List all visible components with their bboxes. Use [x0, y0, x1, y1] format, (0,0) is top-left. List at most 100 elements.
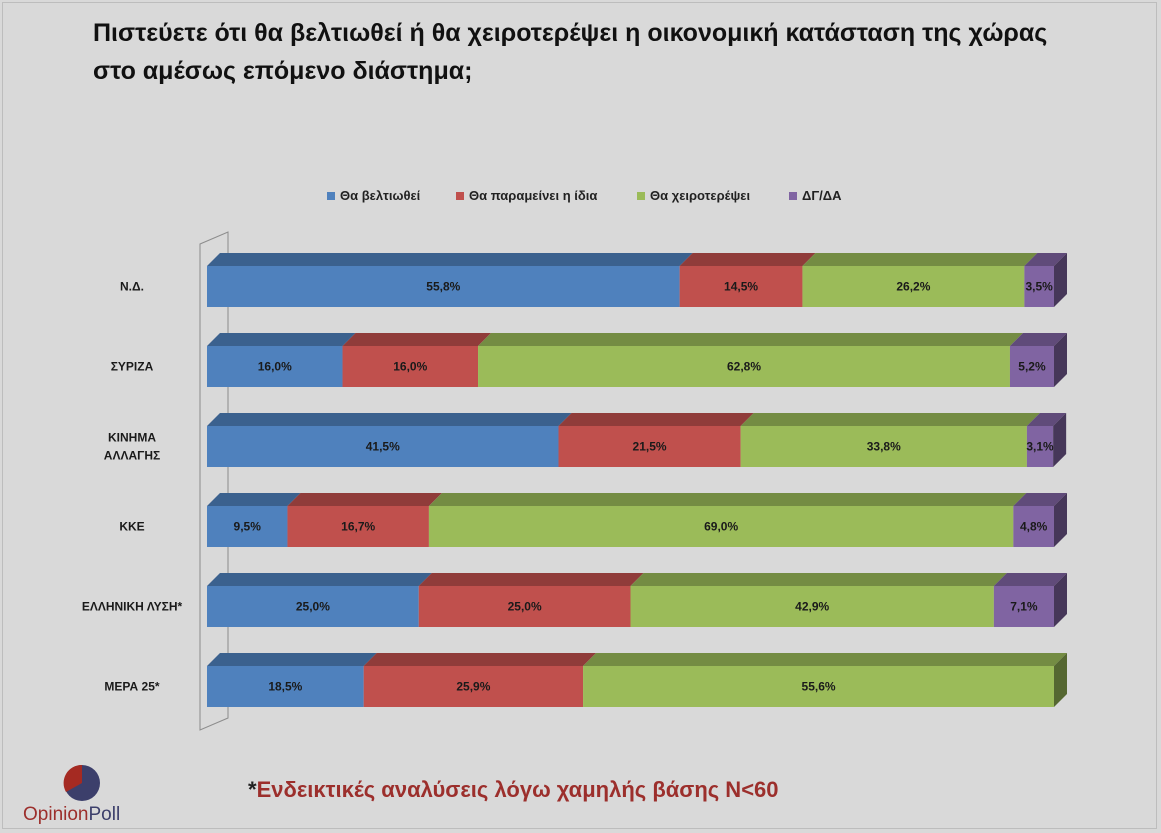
legend-label-dk: ΔΓ/ΔΑ [802, 188, 842, 203]
legend-swatch-dk [789, 191, 797, 200]
category-label-4: ΕΛΛΗΝΙΚΗ ΛΥΣΗ* [82, 600, 183, 614]
data-label-1-1: 16,0% [393, 360, 427, 374]
bar-segment-4-1 [418, 586, 631, 627]
data-label-2-1: 21,5% [633, 440, 667, 454]
bar-top-4-3 [993, 573, 1067, 586]
data-label-5-1: 25,9% [456, 680, 490, 694]
category-label-5: ΜΕΡΑ 25* [104, 680, 159, 694]
data-label-0-3: 3,5% [1025, 280, 1053, 294]
data-label-0-0: 55,8% [426, 280, 460, 294]
bar-top-3-3 [1013, 493, 1067, 506]
bar-top-3-0 [207, 493, 301, 506]
bar-side-4 [1054, 573, 1067, 627]
data-label-3-3: 4,8% [1020, 520, 1048, 534]
bar-segment-0-0 [207, 266, 680, 307]
bar-segment-3-3 [1013, 506, 1054, 547]
bar-segment-0-2 [802, 266, 1025, 307]
data-label-1-3: 5,2% [1018, 360, 1046, 374]
bar-side-1 [1054, 333, 1067, 387]
category-label-2-line-0: ΚΙΝΗΜΑ [108, 431, 156, 445]
bar-segment-1-1 [342, 346, 479, 387]
bar-segment-2-3 [1026, 426, 1054, 467]
category-label-0: Ν.Δ. [120, 280, 144, 294]
legend-label-same: Θα παραμείνει η ίδια [469, 188, 598, 203]
bar-top-0-2 [802, 253, 1038, 266]
legend-item-worse: Θα χειροτερέψει [637, 188, 750, 203]
bar-top-4-1 [418, 573, 644, 586]
category-label-1: ΣΥΡΙΖΑ [111, 360, 154, 374]
data-label-1-2: 62,8% [727, 360, 761, 374]
bar-top-1-1 [342, 333, 492, 346]
bar-top-3-2 [428, 493, 1027, 506]
bar-top-3-1 [287, 493, 442, 506]
bar-top-2-2 [740, 413, 1040, 426]
bar-top-1-0 [207, 333, 356, 346]
data-label-5-0: 18,5% [268, 680, 302, 694]
bar-top-2-3 [1026, 413, 1067, 426]
bar-segment-3-2 [428, 506, 1014, 547]
bar-top-2-0 [207, 413, 572, 426]
footnote-text: Ενδεικτικές αναλύσεις λόγω χαμηλής βάσης… [256, 777, 779, 802]
chart-title: Πιστεύετε ότι θα βελτιωθεί ή θα χειροτερ… [93, 19, 1048, 85]
legend-swatch-same [456, 191, 464, 200]
data-label-3-0: 9,5% [234, 520, 262, 534]
bar-side-0 [1054, 253, 1067, 307]
bar-top-1-2 [478, 333, 1023, 346]
data-label-4-1: 25,0% [508, 600, 542, 614]
logo-text: OpinionPoll [23, 804, 120, 826]
data-label-1-0: 16,0% [258, 360, 292, 374]
opinionpoll-logo: OpinionPoll [20, 760, 150, 830]
data-label-2-0: 41,5% [366, 440, 400, 454]
footnote: *Ενδεικτικές αναλύσεις λόγω χαμηλής βάση… [248, 777, 779, 803]
bar-segment-4-0 [207, 586, 419, 627]
bar-top-0-1 [679, 253, 816, 266]
bar-segment-5-1 [363, 666, 584, 707]
bar-top-5-0 [207, 653, 377, 666]
category-label-2-line-1: ΑΛΛΑΓΗΣ [104, 449, 160, 463]
legend-label-worse: Θα χειροτερέψει [650, 188, 751, 203]
bar-segment-1-2 [478, 346, 1010, 387]
data-label-0-2: 26,2% [896, 280, 930, 294]
logo-word-poll: Poll [88, 804, 121, 825]
data-label-4-0: 25,0% [296, 600, 330, 614]
data-label-3-2: 69,0% [704, 520, 738, 534]
data-label-4-2: 42,9% [795, 600, 829, 614]
legend-swatch-improve [327, 191, 335, 200]
bar-segment-0-1 [679, 266, 803, 307]
bar-side-2 [1053, 413, 1067, 467]
chart-legend: Θα βελτιωθεί Θα παραμείνει η ίδια Θα χει… [0, 188, 1161, 206]
bar-segment-2-2 [740, 426, 1027, 467]
legend-item-dk: ΔΓ/ΔΑ [789, 188, 842, 203]
bar-segment-3-1 [287, 506, 429, 547]
bar-top-2-1 [558, 413, 754, 426]
bar-segment-5-2 [583, 666, 1054, 707]
data-label-0-1: 14,5% [724, 280, 758, 294]
bar-top-0-0 [207, 253, 693, 266]
footnote-star: * [248, 777, 257, 802]
bar-top-4-2 [630, 573, 1007, 586]
bar-top-5-1 [363, 653, 597, 666]
legend-swatch-worse [637, 191, 645, 200]
legend-item-same: Θα παραμείνει η ίδια [456, 188, 597, 203]
bar-top-1-3 [1009, 333, 1067, 346]
bar-segment-2-1 [558, 426, 741, 467]
bar-top-4-0 [207, 573, 432, 586]
bar-segment-4-2 [630, 586, 994, 627]
logo-word-opinion: Opinion [23, 804, 89, 825]
bar-segment-3-0 [207, 506, 288, 547]
bar-segment-1-3 [1009, 346, 1054, 387]
bar-segment-5-0 [207, 666, 364, 707]
data-label-3-1: 16,7% [341, 520, 375, 534]
bar-top-0-3 [1024, 253, 1067, 266]
bar-side-5 [1054, 653, 1067, 707]
bar-side-3 [1054, 493, 1067, 547]
data-label-2-3: 3,1% [1026, 440, 1054, 454]
bar-segment-2-0 [207, 426, 559, 467]
bar-segment-4-3 [993, 586, 1054, 627]
bar-top-5-2 [583, 653, 1067, 666]
data-label-2-2: 33,8% [867, 440, 901, 454]
category-label-3: ΚΚΕ [119, 520, 144, 534]
data-label-4-3: 7,1% [1010, 600, 1038, 614]
legend-item-improve: Θα βελτιωθεί [327, 188, 420, 203]
